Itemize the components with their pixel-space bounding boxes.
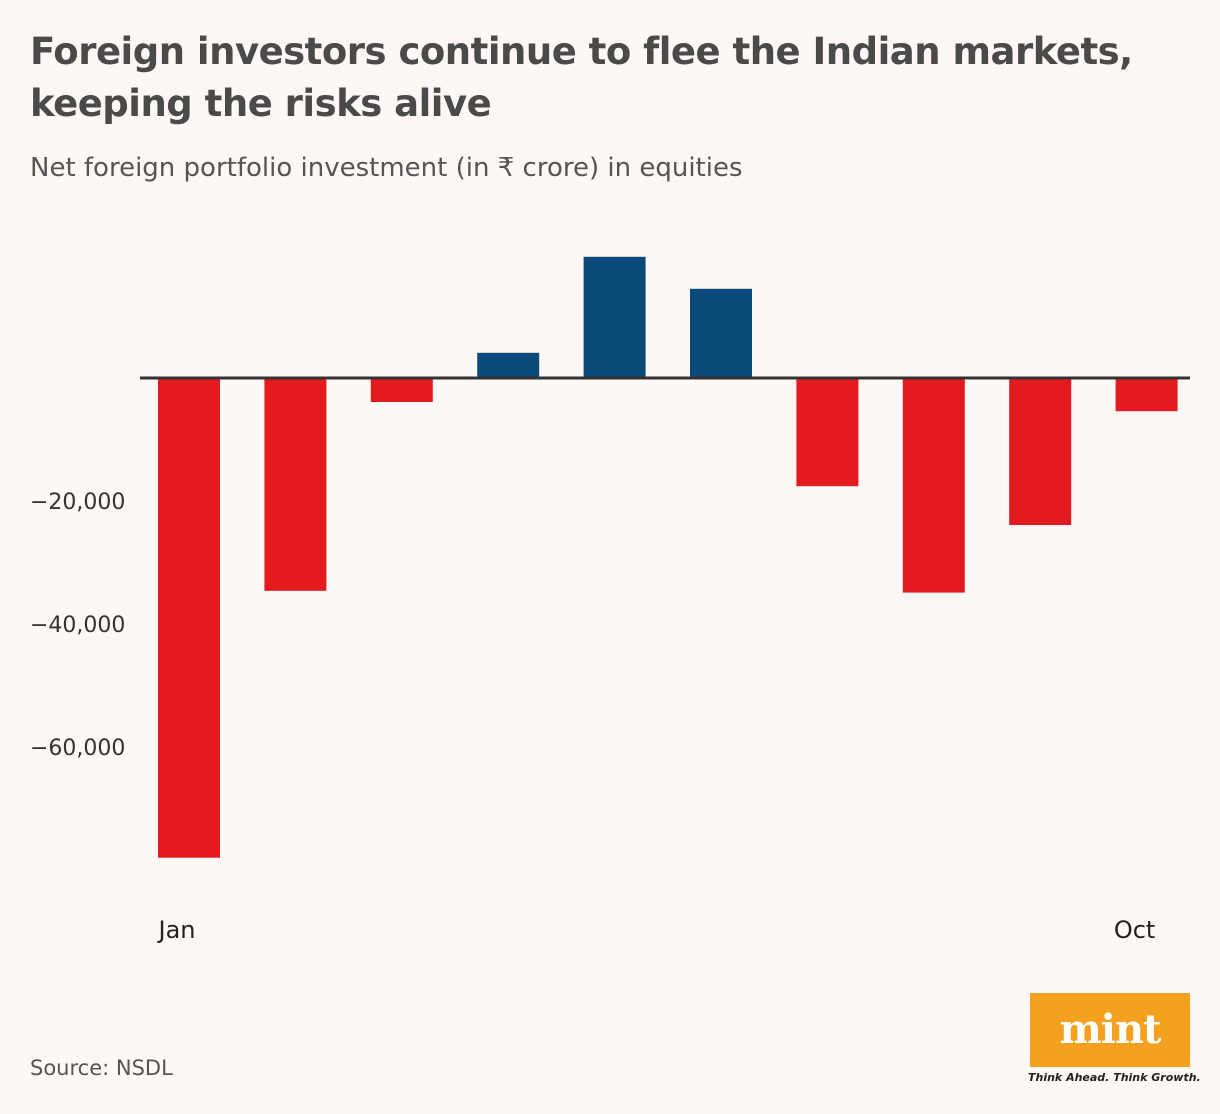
x-tick-label-oct: Oct (1114, 916, 1156, 944)
bar-chart: −20,000 −40,000 −60,000 Jan Oct (30, 256, 1190, 944)
bar-jun (690, 288, 752, 378)
bar-jan (158, 378, 220, 858)
mint-logo: mint (1030, 993, 1190, 1067)
bar-mar (370, 378, 433, 402)
bar-jul (796, 378, 859, 487)
x-tick-labels: Jan Oct (157, 916, 1156, 944)
logo-wordmark: mint (1059, 1006, 1161, 1053)
chart-subtitle: Net foreign portfolio investment (in ₹ c… (30, 153, 743, 183)
y-tick-label: −40,000 (30, 613, 125, 638)
y-tick-label: −20,000 (30, 490, 125, 515)
bar-oct (1115, 378, 1178, 412)
bars-group (158, 256, 1178, 858)
source-note: Source: NSDL (30, 1056, 173, 1080)
x-tick-label-jan: Jan (157, 916, 196, 944)
bar-feb (264, 378, 327, 591)
y-tick-labels: −20,000 −40,000 −60,000 (30, 490, 125, 761)
bar-aug (902, 378, 965, 593)
chart-title: Foreign investors continue to flee the I… (30, 30, 1133, 125)
logo-tagline: Think Ahead. Think Growth. (1028, 1071, 1201, 1084)
bar-sep (1009, 378, 1072, 525)
bar-apr (477, 352, 540, 378)
bar-may (583, 256, 646, 378)
y-tick-label: −60,000 (30, 736, 125, 761)
